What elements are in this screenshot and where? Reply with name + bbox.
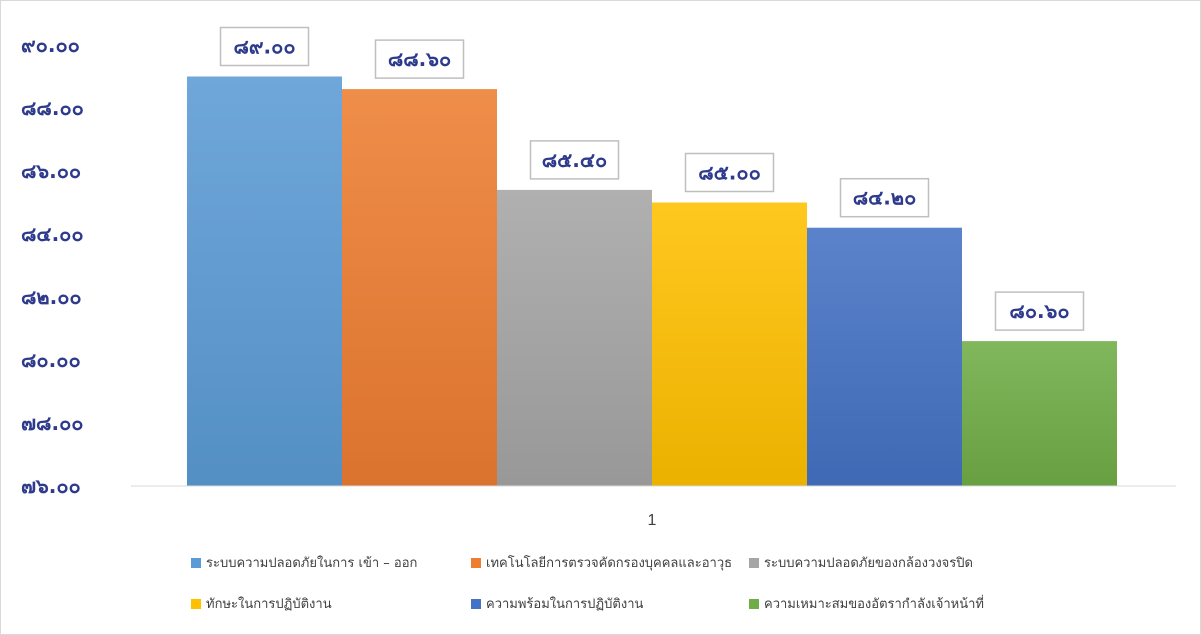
y-tick-label: ๗๘.๐๐ (21, 411, 83, 435)
data-label: ๘๙.๐๐ (233, 35, 295, 59)
y-tick-label: ๘๔.๐๐ (21, 222, 84, 246)
data-label-box (529, 140, 620, 180)
data-label: ๘๕.๐๐ (698, 161, 761, 185)
bar (652, 202, 807, 486)
bar (807, 227, 962, 486)
data-label-box (994, 291, 1085, 331)
data-label: ๘๔.๒๐ (853, 186, 917, 210)
data-label-box (839, 177, 930, 218)
y-tick-label: ๘๘.๐๐ (21, 96, 84, 120)
bar (342, 89, 497, 486)
y-tick-label: ๘๖.๐๐ (21, 159, 81, 183)
y-tick-label: ๘๒.๐๐ (21, 285, 82, 309)
data-label: ๘๘.๖๐ (388, 47, 451, 71)
bar (187, 76, 342, 486)
y-tick-label: ๗๖.๐๐ (21, 474, 81, 498)
bar (497, 189, 652, 486)
data-label-box (684, 152, 775, 193)
data-label-box (219, 26, 310, 67)
data-label: ๘๕.๔๐ (542, 148, 608, 172)
x-category-label: 1 (648, 512, 657, 529)
bars (187, 76, 1117, 486)
bar (962, 341, 1117, 486)
y-tick-label: ๙๐.๐๐ (21, 33, 80, 57)
y-tick-label: ๘๐.๐๐ (21, 348, 81, 372)
data-label-box (374, 39, 465, 79)
data-label: ๘๐.๖๐ (1009, 299, 1069, 323)
x-axis-category-labels: 1 (648, 512, 657, 529)
